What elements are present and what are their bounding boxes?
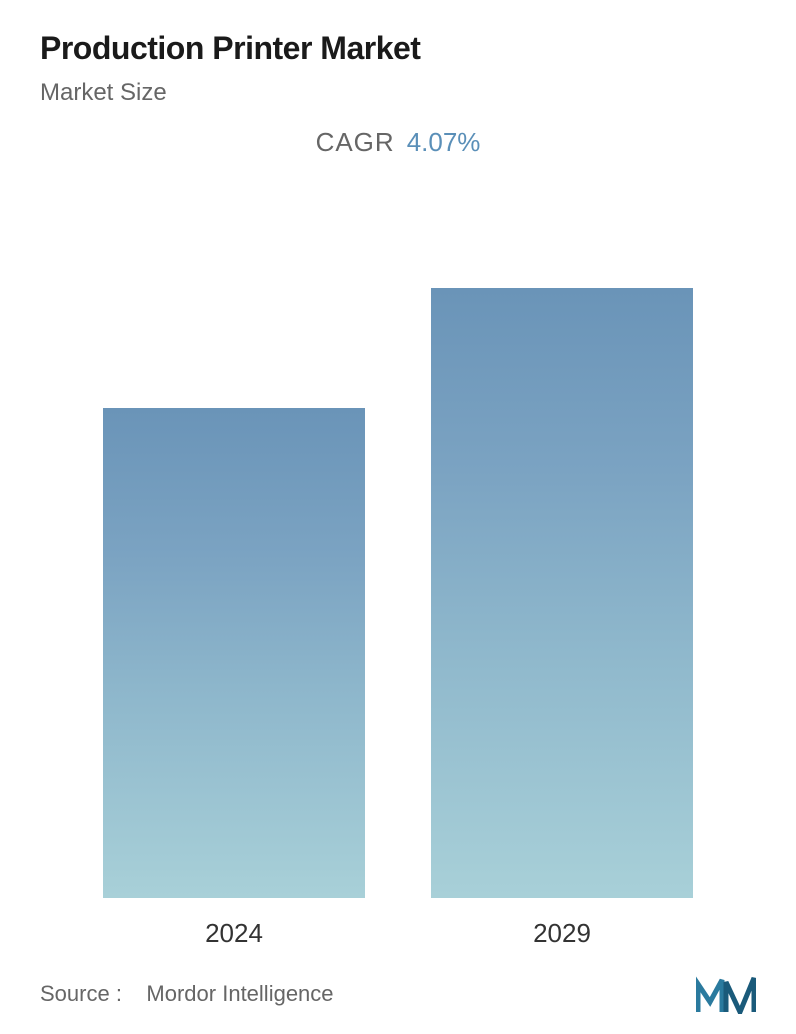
- bar-label-1: 2029: [533, 918, 591, 949]
- bar-1: [431, 288, 693, 898]
- source-name: Mordor Intelligence: [146, 981, 333, 1006]
- bar-chart: 2024 2029: [40, 188, 756, 949]
- bar-0: [103, 408, 365, 898]
- bar-group-0: 2024: [103, 408, 365, 949]
- cagr-container: CAGR 4.07%: [40, 127, 756, 158]
- cagr-value: 4.07%: [407, 127, 481, 157]
- source-attribution: Source : Mordor Intelligence: [40, 981, 334, 1007]
- source-label: Source :: [40, 981, 122, 1006]
- chart-title: Production Printer Market: [40, 30, 756, 67]
- bar-group-1: 2029: [431, 288, 693, 949]
- cagr-label: CAGR: [316, 127, 395, 157]
- mordor-logo-icon: [696, 974, 756, 1014]
- bar-label-0: 2024: [205, 918, 263, 949]
- chart-subtitle: Market Size: [40, 79, 756, 107]
- chart-footer: Source : Mordor Intelligence: [40, 964, 756, 1014]
